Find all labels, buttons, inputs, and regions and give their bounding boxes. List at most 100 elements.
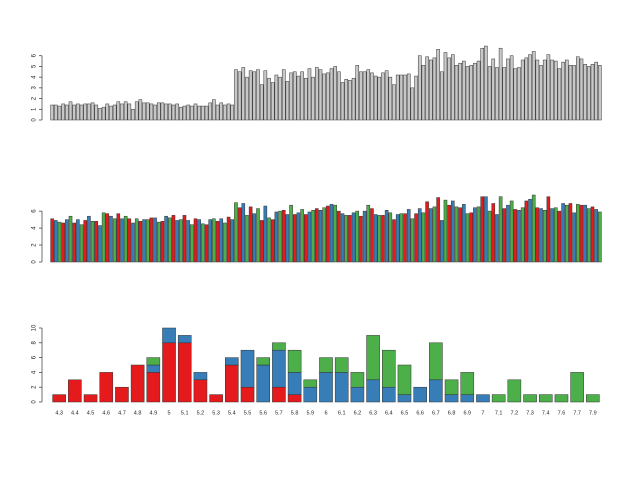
bar	[112, 218, 117, 263]
x-tick-label: 6.9	[463, 410, 471, 416]
bar	[594, 61, 598, 121]
bar	[289, 204, 293, 263]
x-tick-label: 5.3	[212, 410, 220, 416]
bar	[506, 204, 510, 263]
bar	[245, 215, 249, 263]
bar	[594, 209, 598, 263]
bar	[76, 103, 80, 121]
bar	[160, 102, 165, 121]
bar	[535, 207, 540, 263]
bar	[410, 218, 415, 263]
bar	[230, 104, 235, 121]
bar	[344, 79, 348, 121]
y-tick-label: 2	[32, 96, 38, 100]
bar	[432, 206, 437, 263]
x-tick-label: 4.6	[102, 410, 110, 416]
bar	[590, 206, 595, 263]
bar	[531, 194, 536, 263]
bar	[164, 103, 168, 121]
bar	[79, 104, 84, 121]
bar	[215, 104, 220, 121]
bar	[300, 71, 304, 121]
bar	[285, 214, 290, 263]
bar	[370, 208, 374, 263]
x-tick-label: 6.1	[338, 410, 346, 416]
bar	[61, 103, 65, 121]
bar	[568, 203, 573, 263]
bar	[528, 198, 532, 263]
bar	[491, 58, 496, 121]
bar-segment	[334, 372, 349, 403]
bar-segment	[52, 394, 66, 403]
bar	[359, 71, 363, 121]
bar	[598, 65, 602, 121]
y-tick-label: 3	[32, 86, 38, 90]
bar	[337, 210, 341, 263]
x-tick-label: 6.8	[448, 410, 456, 416]
bar	[289, 72, 293, 121]
bar	[105, 213, 110, 263]
y-tick-label: 2	[32, 385, 38, 389]
bar	[513, 68, 518, 121]
bar	[223, 222, 227, 263]
bar	[583, 64, 587, 121]
bar-segment	[225, 364, 239, 403]
bar	[131, 222, 135, 263]
bar	[528, 54, 532, 121]
bar	[513, 209, 518, 263]
bar	[557, 210, 562, 263]
bar	[175, 103, 179, 121]
bar	[557, 68, 562, 121]
bar	[417, 55, 422, 121]
bar	[344, 215, 348, 263]
bar-segment	[177, 335, 192, 344]
bar	[241, 203, 246, 263]
bar-segment	[272, 342, 286, 351]
x-tick-label: 4.9	[150, 410, 158, 416]
bar	[362, 210, 367, 263]
bar	[76, 219, 80, 263]
bar-segment	[146, 372, 161, 403]
bar	[561, 61, 565, 121]
x-tick-label: 5.4	[228, 410, 236, 416]
bar	[348, 80, 352, 121]
bar	[392, 219, 396, 263]
bar	[495, 214, 499, 263]
bar	[226, 216, 231, 263]
bar-segment	[350, 372, 365, 388]
bar	[451, 200, 455, 263]
x-tick-label: 6.3	[369, 410, 377, 416]
bar-segment	[193, 379, 208, 403]
bar	[156, 221, 161, 263]
bar	[153, 217, 157, 263]
bar	[539, 208, 543, 263]
bar	[458, 207, 462, 263]
bar	[98, 225, 102, 263]
bar	[197, 219, 201, 263]
bar	[223, 104, 227, 121]
bar-segment	[115, 386, 129, 403]
x-tick-label: 6	[324, 410, 327, 416]
bar	[399, 213, 404, 263]
bar-segment	[554, 394, 569, 403]
bar	[179, 106, 183, 121]
bar	[484, 196, 488, 263]
bar	[307, 68, 312, 121]
bar	[318, 210, 323, 263]
bar	[524, 57, 529, 121]
bar	[79, 224, 84, 263]
bar	[366, 204, 371, 263]
bar	[120, 218, 124, 263]
bar	[201, 105, 205, 121]
bar	[384, 70, 389, 121]
bar	[333, 204, 337, 263]
bar	[175, 220, 179, 263]
bar	[68, 215, 73, 263]
y-tick-label: 4	[32, 226, 38, 230]
bar	[476, 206, 481, 263]
bar	[414, 213, 418, 263]
x-tick-label: 6.5	[401, 410, 409, 416]
bar	[90, 102, 95, 121]
bar	[171, 104, 176, 121]
bar	[182, 215, 187, 263]
